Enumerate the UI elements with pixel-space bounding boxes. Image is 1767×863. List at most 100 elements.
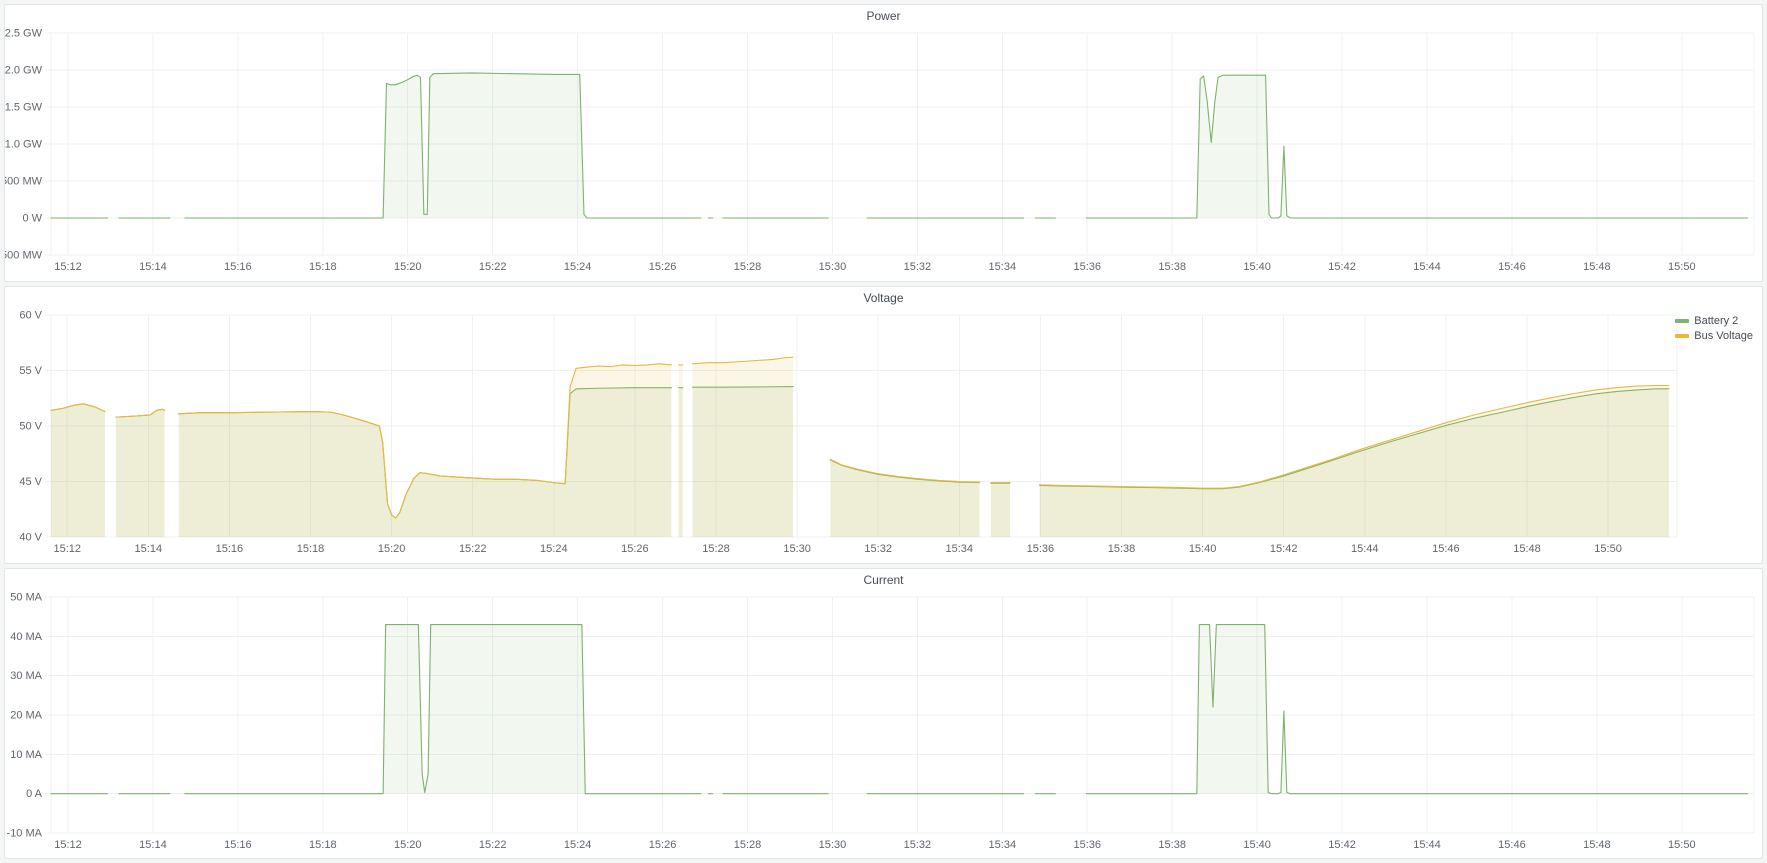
- x-axis-labels: 15:12 15:14 15:16 15:18 15:20 15:22 15:24 15:26…: [54, 261, 1695, 273]
- current-chart[interactable]: 50 MA 40 MA 30 MA 20 MA 10 MA 0 A -10 MA 15:12 1…: [5, 591, 1762, 858]
- panel-power-title[interactable]: Power: [866, 9, 901, 23]
- svg-text:15:36: 15:36: [1073, 261, 1101, 273]
- svg-text:15:26: 15:26: [649, 839, 677, 851]
- svg-text:15:14: 15:14: [135, 543, 163, 555]
- svg-text:55 V: 55 V: [19, 365, 42, 377]
- panel-current: Current 50 MA 40 MA 30 MA 20 MA 10 MA 0 A -10 …: [4, 568, 1763, 859]
- svg-text:15:50: 15:50: [1668, 261, 1696, 273]
- svg-text:15:40: 15:40: [1243, 839, 1271, 851]
- svg-text:15:34: 15:34: [989, 839, 1017, 851]
- svg-text:15:34: 15:34: [989, 261, 1017, 273]
- svg-text:15:32: 15:32: [864, 543, 892, 555]
- battery-2-series-color-icon: [1675, 319, 1690, 323]
- svg-text:15:18: 15:18: [309, 839, 337, 851]
- svg-text:15:30: 15:30: [783, 543, 811, 555]
- svg-text:15:40: 15:40: [1243, 261, 1271, 273]
- svg-text:15:20: 15:20: [378, 543, 406, 555]
- panel-power: Power 2.5 GW 2.0 GW 1.5 GW 1.0 GW 500 MW 0 W -…: [4, 4, 1763, 282]
- svg-text:15:42: 15:42: [1270, 543, 1298, 555]
- panel-voltage: Voltage 60 V 55 V 50 V 45 V 40 V 15:12 15:14 15…: [4, 286, 1763, 564]
- svg-text:15:38: 15:38: [1158, 839, 1186, 851]
- svg-text:15:44: 15:44: [1413, 261, 1441, 273]
- svg-text:15:24: 15:24: [564, 261, 592, 273]
- svg-text:15:22: 15:22: [459, 543, 487, 555]
- legend-item-bus-voltage[interactable]: Bus Voltage: [1675, 330, 1753, 342]
- svg-text:15:16: 15:16: [224, 261, 252, 273]
- svg-text:15:50: 15:50: [1668, 839, 1696, 851]
- svg-text:2.5 GW: 2.5 GW: [5, 28, 43, 40]
- svg-text:15:30: 15:30: [819, 839, 847, 851]
- series-plots: [50, 72, 1749, 219]
- svg-text:40 MA: 40 MA: [10, 631, 42, 643]
- legend-item-label: Bus Voltage: [1694, 330, 1753, 342]
- svg-text:2.0 GW: 2.0 GW: [5, 65, 43, 77]
- svg-text:15:48: 15:48: [1583, 839, 1611, 851]
- svg-text:15:22: 15:22: [479, 839, 507, 851]
- svg-text:15:24: 15:24: [564, 839, 592, 851]
- panel-current-title[interactable]: Current: [863, 573, 904, 587]
- svg-text:15:24: 15:24: [540, 543, 568, 555]
- svg-text:50 V: 50 V: [19, 421, 42, 433]
- panel-voltage-title[interactable]: Voltage: [863, 291, 904, 305]
- svg-text:15:26: 15:26: [649, 261, 677, 273]
- grid-lines: [45, 314, 1678, 538]
- svg-text:15:26: 15:26: [621, 543, 649, 555]
- svg-text:15:32: 15:32: [904, 261, 932, 273]
- svg-text:15:50: 15:50: [1594, 543, 1622, 555]
- bus-voltage-series-color-icon: [1675, 334, 1690, 338]
- svg-text:15:14: 15:14: [139, 839, 167, 851]
- x-axis-labels: 15:12 15:14 15:16 15:18 15:20 15:22 15:24 15:26…: [53, 543, 1621, 555]
- svg-text:-500 MW: -500 MW: [5, 250, 43, 262]
- svg-text:15:44: 15:44: [1413, 839, 1441, 851]
- svg-text:15:48: 15:48: [1513, 543, 1541, 555]
- svg-text:15:28: 15:28: [734, 839, 762, 851]
- svg-text:15:12: 15:12: [54, 839, 82, 851]
- voltage-legend: Battery 2 Bus Voltage: [1675, 315, 1753, 342]
- svg-text:15:12: 15:12: [54, 261, 82, 273]
- grid-lines: [45, 32, 1755, 256]
- svg-text:15:28: 15:28: [734, 261, 762, 273]
- voltage-chart[interactable]: 60 V 55 V 50 V 45 V 40 V 15:12 15:14 15:16 15:18…: [5, 309, 1762, 563]
- svg-text:15:22: 15:22: [479, 261, 507, 273]
- series-plots: [50, 623, 1749, 795]
- svg-text:15:20: 15:20: [394, 261, 422, 273]
- svg-text:15:32: 15:32: [904, 839, 932, 851]
- series-plots: [50, 356, 1670, 537]
- y-axis-labels: 50 MA 40 MA 30 MA 20 MA 10 MA 0 A -10 MA: [7, 592, 43, 840]
- svg-text:15:46: 15:46: [1498, 839, 1526, 851]
- svg-text:15:36: 15:36: [1073, 839, 1101, 851]
- svg-text:15:46: 15:46: [1498, 261, 1526, 273]
- svg-text:0 A: 0 A: [26, 788, 43, 800]
- svg-text:15:42: 15:42: [1328, 839, 1356, 851]
- svg-text:15:46: 15:46: [1432, 543, 1460, 555]
- svg-text:15:36: 15:36: [1027, 543, 1055, 555]
- legend-item-battery-2[interactable]: Battery 2: [1675, 315, 1753, 327]
- svg-text:15:48: 15:48: [1583, 261, 1611, 273]
- svg-text:45 V: 45 V: [19, 476, 42, 488]
- svg-text:15:44: 15:44: [1351, 543, 1379, 555]
- svg-text:15:28: 15:28: [702, 543, 730, 555]
- y-axis-labels: 60 V 55 V 50 V 45 V 40 V: [19, 310, 42, 544]
- svg-text:20 MA: 20 MA: [10, 710, 42, 722]
- svg-text:10 MA: 10 MA: [10, 749, 42, 761]
- power-chart[interactable]: 2.5 GW 2.0 GW 1.5 GW 1.0 GW 500 MW 0 W -500 MW…: [5, 27, 1762, 281]
- svg-text:500 MW: 500 MW: [5, 176, 43, 188]
- svg-text:60 V: 60 V: [19, 310, 42, 322]
- svg-text:15:16: 15:16: [216, 543, 244, 555]
- svg-text:1.5 GW: 1.5 GW: [5, 102, 43, 114]
- svg-text:30 MA: 30 MA: [10, 670, 42, 682]
- svg-text:1.0 GW: 1.0 GW: [5, 139, 43, 151]
- svg-text:50 MA: 50 MA: [10, 592, 42, 604]
- svg-text:0 W: 0 W: [22, 213, 42, 225]
- svg-text:15:18: 15:18: [309, 261, 337, 273]
- svg-text:15:18: 15:18: [297, 543, 325, 555]
- svg-text:15:34: 15:34: [946, 543, 974, 555]
- y-axis-labels: 2.5 GW 2.0 GW 1.5 GW 1.0 GW 500 MW 0 W -500 MW: [5, 28, 43, 262]
- grid-lines: [45, 596, 1755, 834]
- svg-text:15:38: 15:38: [1108, 543, 1136, 555]
- svg-text:15:30: 15:30: [819, 261, 847, 273]
- svg-text:15:14: 15:14: [139, 261, 167, 273]
- svg-text:15:16: 15:16: [224, 839, 252, 851]
- svg-text:15:42: 15:42: [1328, 261, 1356, 273]
- svg-text:-10 MA: -10 MA: [7, 828, 43, 840]
